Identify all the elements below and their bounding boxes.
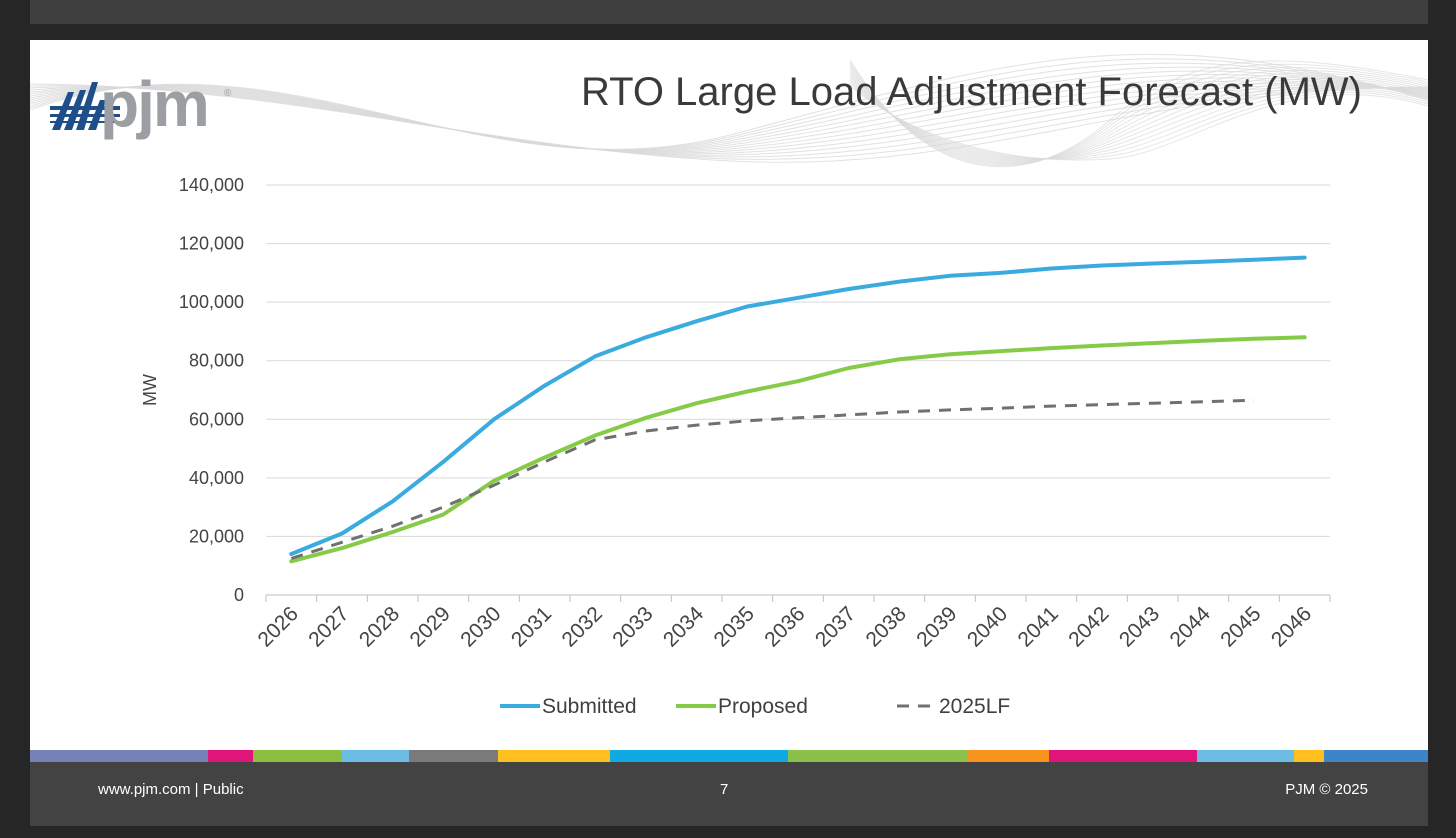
wave-line <box>30 77 1428 152</box>
wave-line <box>30 74 1428 152</box>
wave-line <box>849 75 1428 161</box>
y-tick-label: 60,000 <box>189 409 244 429</box>
wave-line <box>30 58 1428 151</box>
x-tick-label: 2030 <box>456 602 505 651</box>
wave-line <box>849 65 1428 165</box>
wave-line <box>30 70 1428 151</box>
wave-line <box>30 62 1428 151</box>
wave-line <box>849 69 1428 163</box>
pjm-logo-icon <box>50 82 120 130</box>
slide: pjm ® RTO Large Load Adjustment Forecast… <box>30 40 1428 826</box>
wave-line <box>30 83 1428 163</box>
x-tick-label: 2029 <box>406 602 455 651</box>
x-tick-label: 2035 <box>710 602 759 651</box>
footer: www.pjm.com | Public 7 PJM © 2025 <box>30 762 1428 826</box>
color-strip-segment <box>966 750 1049 762</box>
x-tick-label: 2043 <box>1115 602 1164 651</box>
x-tick-label: 2037 <box>811 602 860 651</box>
color-strip-segment <box>788 750 967 762</box>
y-tick-label: 100,000 <box>179 292 244 312</box>
x-tick-label: 2039 <box>912 602 961 651</box>
wave-line <box>849 83 1428 160</box>
wave-line <box>849 67 1428 164</box>
color-strip-segment <box>342 750 410 762</box>
x-tick-label: 2040 <box>963 602 1012 651</box>
x-tick-label: 2033 <box>608 602 657 651</box>
color-strip-segment <box>1048 750 1198 762</box>
top-bar <box>30 0 1428 24</box>
x-tick-label: 2041 <box>1014 602 1063 651</box>
x-tick-label: 2045 <box>1216 602 1265 651</box>
legend-label: 2025LF <box>939 695 1010 718</box>
series-line-proposed <box>289 335 1307 564</box>
y-axis-label: MW <box>140 374 160 406</box>
y-tick-label: 120,000 <box>179 234 244 254</box>
page-number: 7 <box>720 781 729 798</box>
wave-line <box>30 86 1428 158</box>
x-tick-label: 2036 <box>760 602 809 651</box>
x-tick-label: 2046 <box>1267 602 1316 651</box>
wave-line <box>30 86 1428 156</box>
wave-line <box>30 80 1428 153</box>
series-line-2025lf <box>290 398 1255 560</box>
x-tick-label: 2031 <box>507 602 556 651</box>
slide-title: RTO Large Load Adjustment Forecast (MW) <box>580 70 1362 114</box>
y-tick-label: 20,000 <box>189 526 244 546</box>
x-tick-label: 2027 <box>304 602 353 651</box>
wave-line <box>849 63 1428 166</box>
color-strip-segment <box>498 750 610 762</box>
x-tick-label: 2042 <box>1064 602 1113 651</box>
legend-label: Submitted <box>542 695 637 718</box>
line-chart: 0 20,000 40,000 60,000 80,000 100,000 120,000 1… <box>140 175 1331 718</box>
wave-line <box>849 79 1428 160</box>
legend-label: Proposed <box>718 695 808 718</box>
y-tick-label: 80,000 <box>189 351 244 371</box>
color-strip-segment <box>208 750 254 762</box>
decorative-wave-background <box>30 53 1428 168</box>
x-tick-label: 2038 <box>862 602 911 651</box>
footer-copyright: PJM © 2025 <box>1285 781 1368 798</box>
logo-registered-mark: ® <box>224 88 232 99</box>
wave-line <box>849 85 1428 161</box>
wave-line <box>849 61 1428 167</box>
y-tick-label: 40,000 <box>189 468 244 488</box>
x-tick-label: 2034 <box>659 602 709 652</box>
color-strip-segment <box>30 750 209 762</box>
color-strip-segment <box>409 750 499 762</box>
x-tick-label: 2028 <box>355 602 404 651</box>
color-strip-segment <box>253 750 343 762</box>
wave-line <box>30 82 1428 154</box>
wave-line <box>30 66 1428 151</box>
wave-line <box>849 71 1428 162</box>
footer-website: www.pjm.com | Public <box>98 781 244 798</box>
color-strip-segment <box>1197 750 1295 762</box>
color-strip-segment <box>609 750 789 762</box>
y-tick-label: 0 <box>234 585 244 605</box>
wave-line <box>30 85 1428 160</box>
wave-line <box>30 84 1428 155</box>
series-line-submitted <box>289 255 1307 556</box>
color-strip-segment <box>1323 750 1428 762</box>
x-tick-label: 2032 <box>558 602 607 651</box>
color-strip <box>30 750 1428 762</box>
logo-text: pjm <box>100 68 210 140</box>
y-tick-label: 140,000 <box>179 175 244 195</box>
x-tick-label: 2026 <box>254 602 303 651</box>
wave-line <box>30 53 1428 150</box>
color-strip-segment <box>1294 750 1324 762</box>
x-tick-label: 2044 <box>1166 602 1216 652</box>
